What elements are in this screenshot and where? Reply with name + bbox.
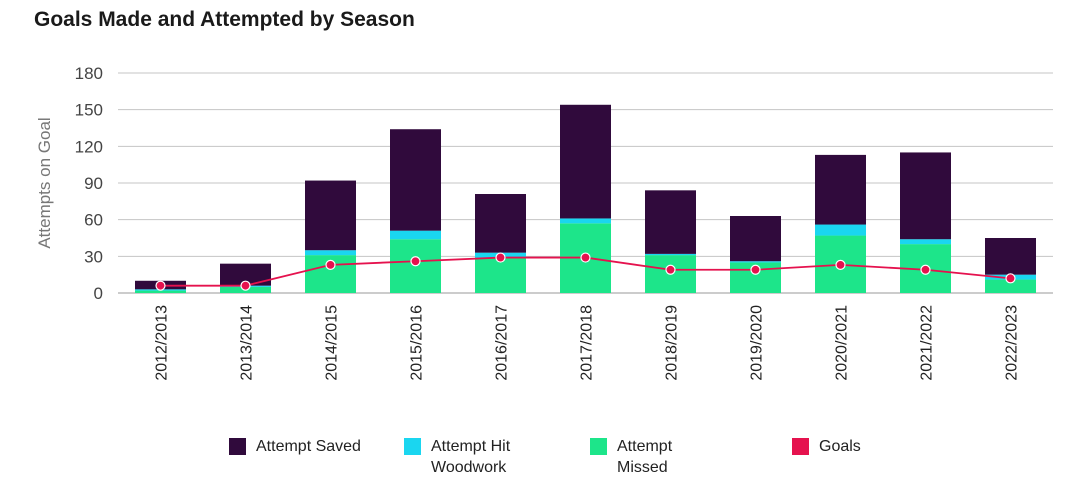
- x-tick-label: 2012/2013: [154, 305, 171, 381]
- goals-point: [155, 280, 166, 291]
- x-tick-label: 2017/2018: [579, 305, 596, 381]
- legend-label: Attempt Missed: [617, 438, 673, 476]
- y-tick-label: 60: [84, 211, 103, 230]
- y-tick-label: 180: [75, 64, 103, 83]
- x-tick-label: 2016/2017: [494, 305, 511, 381]
- y-tick-label: 150: [75, 101, 103, 120]
- bar-attempt-saved: [305, 180, 356, 251]
- bar-attempt-missed: [475, 257, 526, 293]
- bar-attempt-missed: [135, 290, 186, 293]
- bar-attempt-hit-woodwork: [390, 230, 441, 240]
- legend-item-goals[interactable]: Goals: [792, 436, 929, 457]
- bar-attempt-saved: [560, 104, 611, 219]
- x-tick-label: 2022/2023: [1004, 305, 1021, 381]
- goals-chart: 0 30 60 90 120 150 180 Attempts on Goal 2012/201…: [35, 64, 1053, 381]
- legend-label: Attempt Saved: [256, 438, 361, 455]
- bar-attempt-saved: [475, 194, 526, 253]
- y-tick-label: 120: [75, 137, 103, 156]
- goals-point: [580, 252, 591, 263]
- bar-attempt-saved: [985, 238, 1036, 275]
- bar-attempt-hit-woodwork: [730, 261, 781, 263]
- bar-attempt-missed: [985, 279, 1036, 293]
- x-tick-label: 2021/2022: [919, 305, 936, 381]
- legend-item-attempt-saved[interactable]: Attempt Saved: [229, 436, 366, 457]
- goals-point: [240, 280, 251, 291]
- y-tick-label: 90: [84, 174, 103, 193]
- bar-attempt-saved: [815, 154, 866, 225]
- bar-attempt-saved: [390, 129, 441, 231]
- legend-item-attempt-hit-woodwork[interactable]: Attempt Hit Woodwork: [404, 436, 541, 478]
- bar-attempt-hit-woodwork: [900, 239, 951, 245]
- goals-point: [325, 259, 336, 270]
- goals-point: [665, 264, 676, 275]
- legend-swatch-goals: [792, 438, 809, 455]
- x-tick-label: 2020/2021: [834, 305, 851, 381]
- bar-attempt-hit-woodwork: [645, 253, 696, 256]
- bar-attempt-saved: [220, 263, 271, 286]
- bar-attempt-hit-woodwork: [305, 250, 356, 256]
- x-tick-label: 2018/2019: [664, 305, 681, 381]
- x-tick-label: 2014/2015: [324, 305, 341, 381]
- goals-point: [920, 264, 931, 275]
- legend-item-attempt-missed[interactable]: Attempt Missed: [590, 436, 727, 478]
- goals-point: [750, 264, 761, 275]
- bar-attempt-saved: [645, 190, 696, 254]
- goals-point: [495, 252, 506, 263]
- goals-point: [1005, 273, 1016, 284]
- legend-label: Attempt Hit Woodwork: [431, 438, 511, 476]
- chart-legend: Attempt Saved Attempt Hit Woodwork Attem…: [0, 436, 1073, 486]
- x-tick-label: 2015/2016: [409, 305, 426, 381]
- y-axis-label: Attempts on Goal: [35, 117, 54, 248]
- bar-attempt-hit-woodwork: [560, 218, 611, 224]
- bar-attempt-saved: [730, 216, 781, 262]
- legend-swatch-attempt-saved: [229, 438, 246, 455]
- goals-point: [410, 256, 421, 267]
- y-tick-label: 30: [84, 247, 103, 266]
- chart-title: Goals Made and Attempted by Season: [34, 8, 415, 31]
- goals-point: [835, 259, 846, 270]
- legend-swatch-attempt-hit-woodwork: [404, 438, 421, 455]
- bar-attempt-saved: [900, 152, 951, 240]
- bar-attempt-hit-woodwork: [815, 224, 866, 236]
- y-tick-label: 0: [94, 284, 103, 303]
- x-tick-label: 2013/2014: [239, 305, 256, 381]
- x-tick-label: 2019/2020: [749, 305, 766, 381]
- legend-label: Goals: [819, 438, 861, 455]
- legend-swatch-attempt-missed: [590, 438, 607, 455]
